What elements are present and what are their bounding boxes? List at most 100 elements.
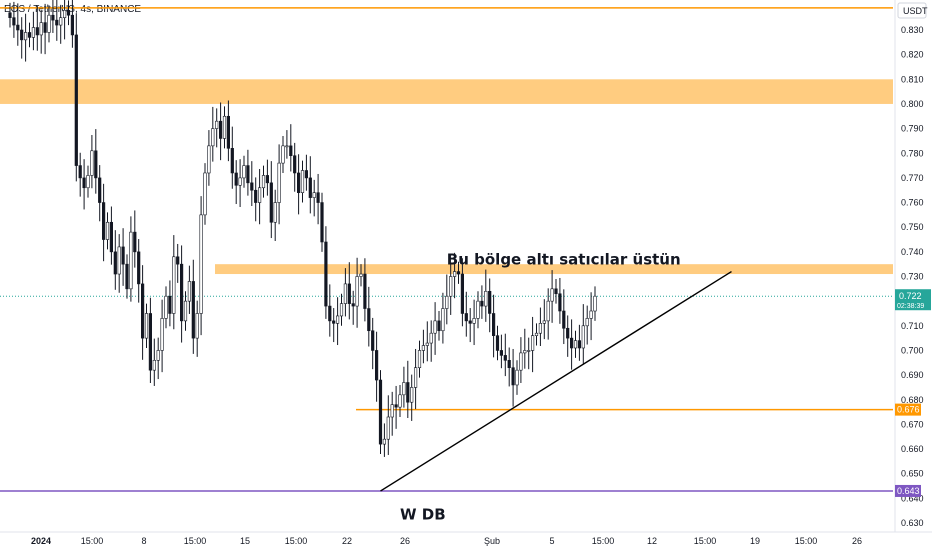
candle-body [152,360,156,371]
candle [425,321,429,362]
price-axis-bg [895,0,932,532]
candle-body [460,273,465,314]
candle-body [250,182,254,191]
candle [90,135,94,189]
candle-body [402,382,406,396]
candle [507,347,511,387]
candle [113,230,117,290]
candle [211,106,215,162]
candle [328,284,332,337]
candle-body [534,332,539,336]
candle [558,277,562,324]
candle [187,265,192,314]
candle [464,291,468,337]
candle [359,264,363,287]
candle-body [406,382,410,403]
candle [281,135,285,173]
candle [137,239,141,303]
candle-body [312,192,316,198]
candle-body [367,308,371,332]
candle-body [277,162,281,203]
price-tick-label: 0.730 [901,272,924,282]
candle [449,263,453,315]
price-tick-label: 0.710 [901,321,924,331]
trendline [380,270,732,492]
candle-body [141,283,145,339]
candle-body [569,337,574,349]
candle-body [320,202,324,243]
candle-body [573,340,578,349]
candle-body [78,165,82,179]
candle-body [148,313,153,371]
candle-body [281,145,285,164]
candle [265,159,270,196]
candle [402,366,406,408]
candle [480,285,484,319]
candle [339,293,344,326]
candle-body [47,14,51,33]
candle [82,159,86,210]
candle [445,274,449,325]
candle-body [421,345,426,351]
candle-body [230,148,234,174]
candle-body [82,177,86,189]
price-tag [895,484,921,497]
candle-body [215,120,219,129]
candle-body [456,271,461,275]
candle [35,5,39,51]
candle [51,0,55,33]
candle [31,11,35,51]
candle [121,228,125,286]
candle-body [70,14,74,36]
candle-body [176,256,180,265]
candle [320,192,324,252]
candle [172,235,176,330]
candle [417,340,422,378]
candle-body [94,150,98,179]
candle [160,299,164,373]
current-price-tag [895,289,931,311]
candle [59,4,63,44]
candle [269,161,273,239]
candle [105,212,110,250]
candle-body [433,320,437,334]
candle [191,259,195,354]
candle [390,391,394,436]
time-tick-label: 15 [240,536,250,546]
candle [222,106,227,149]
candle-body [27,32,32,38]
candle [410,374,414,421]
candle-body [355,276,359,307]
candle [367,286,371,347]
price-tick-label: 0.820 [901,50,924,60]
candle-body [374,350,379,381]
candle [503,333,507,377]
candle-body [211,128,215,147]
candle [382,423,387,457]
candle [98,165,102,222]
zone-0 [0,79,893,104]
candle [343,268,348,317]
time-tick-label: 15:00 [285,536,308,546]
candle-body [109,221,113,253]
candle [452,252,457,299]
zone-1 [215,264,893,275]
candle-body [324,241,328,307]
candle-body [98,177,102,203]
candle [527,337,531,370]
candle [550,270,554,323]
price-tick-label: 0.770 [901,173,924,183]
price-tick-label: 0.830 [901,25,924,35]
time-tick-label: 26 [852,536,862,546]
candle-body [117,246,121,275]
price-tick-label: 0.650 [901,469,924,479]
candle [530,316,535,373]
candle-body [133,231,137,253]
candle-body [351,303,355,307]
candle [66,0,71,26]
candle [437,311,441,341]
candle-body [593,295,597,312]
candle-body [238,177,242,186]
candle-body [156,350,160,361]
